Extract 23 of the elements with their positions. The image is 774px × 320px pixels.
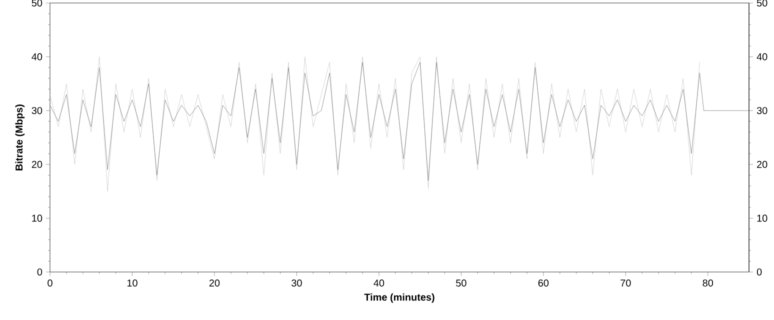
x-tick-label: 0 <box>48 280 52 287</box>
y2-tick-label: 10 <box>757 214 768 222</box>
y2-tick-label: 30 <box>756 107 768 114</box>
y-axis-title: Bitrate (Mbps) <box>15 104 25 170</box>
x-tick-label: 50 <box>456 280 466 287</box>
x-tick-label: 60 <box>538 280 549 287</box>
x-tick-label: 70 <box>620 280 631 287</box>
y-tick-label: 0 <box>37 268 42 276</box>
x-tick-label: 40 <box>374 280 384 287</box>
y-tick-label: 20 <box>32 160 42 168</box>
x-tick-label: 10 <box>127 280 138 287</box>
x-tick-label: 30 <box>292 280 302 287</box>
line-series <box>50 62 749 181</box>
line-series <box>50 56 700 192</box>
x-axis-title: Time (minutes) <box>364 293 434 303</box>
y-tick-label: 30 <box>32 107 42 114</box>
y2-tick-label: 20 <box>757 160 768 168</box>
y-tick-label: 40 <box>32 53 42 60</box>
y-tick-label: 10 <box>32 214 42 222</box>
y2-tick-label: 0 <box>756 268 762 276</box>
x-tick-label: 80 <box>702 280 714 287</box>
y2-tick-label: 40 <box>756 53 768 60</box>
x-tick-label: 20 <box>209 280 220 287</box>
